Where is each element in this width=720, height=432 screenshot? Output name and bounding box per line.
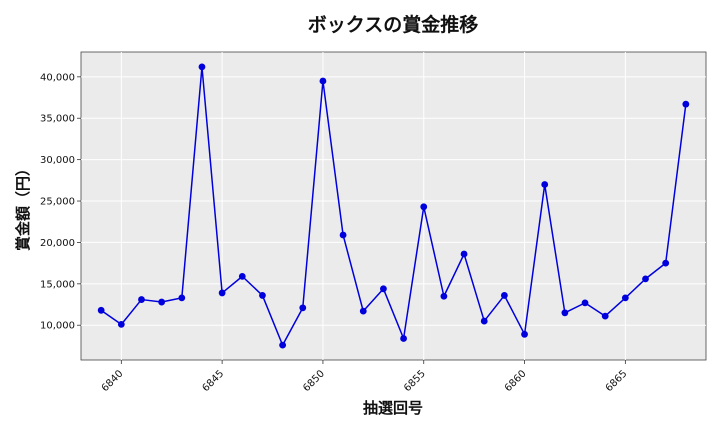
x-tick-label: 6840: [100, 368, 126, 394]
y-tick-label: 30,000: [40, 155, 75, 166]
data-point: [541, 181, 549, 188]
data-point: [642, 275, 649, 283]
y-tick-label: 25,000: [40, 197, 75, 208]
data-point: [662, 259, 670, 267]
x-tick-label: 6865: [604, 368, 630, 394]
data-point: [339, 231, 347, 239]
y-tick-label: 10,000: [40, 321, 75, 332]
data-point: [218, 289, 226, 297]
data-point: [178, 294, 186, 302]
data-point: [319, 77, 327, 85]
data-point: [279, 341, 287, 349]
series-line: [100, 66, 687, 346]
data-point: [138, 296, 145, 303]
y-tick-label: 40,000: [40, 72, 75, 83]
data-point: [158, 298, 166, 306]
x-tick-label: 6845: [200, 368, 226, 394]
data-point: [299, 304, 307, 312]
data-point: [460, 250, 468, 258]
series-group: [97, 63, 690, 349]
data-point: [440, 292, 448, 300]
data-point: [238, 272, 246, 280]
data-point: [380, 285, 387, 293]
data-point: [259, 292, 266, 299]
y-tick-label: 20,000: [40, 238, 75, 249]
data-point: [420, 203, 428, 211]
chart-title: ボックスの賞金推移: [308, 13, 478, 36]
x-tick-label: 6860: [503, 368, 529, 394]
x-tick-label: 6850: [301, 368, 327, 394]
data-point: [500, 292, 508, 299]
data-point: [400, 335, 407, 342]
data-point: [480, 317, 488, 325]
data-point: [359, 307, 367, 315]
y-axis: 10,000 15,000 20,000 25,000 30,000 35,000 40,0…: [40, 72, 81, 332]
x-axis: 6840 6845 6850 6855 6860 6865: [100, 360, 630, 394]
grid: [81, 52, 706, 360]
x-axis-label: 抽選回号: [363, 399, 423, 417]
data-point: [682, 100, 690, 108]
data-point: [198, 63, 206, 71]
y-axis-label: 賞金額（円）: [14, 161, 32, 251]
data-point: [521, 330, 528, 338]
y-tick-label: 15,000: [40, 279, 75, 290]
data-point: [621, 294, 629, 302]
data-point: [117, 320, 125, 328]
data-point: [581, 299, 589, 307]
data-point: [601, 312, 609, 320]
data-point: [97, 306, 105, 314]
x-tick-label: 6855: [402, 368, 428, 394]
y-tick-label: 35,000: [40, 114, 75, 125]
plot-area: [80, 51, 707, 361]
data-point: [561, 309, 569, 317]
